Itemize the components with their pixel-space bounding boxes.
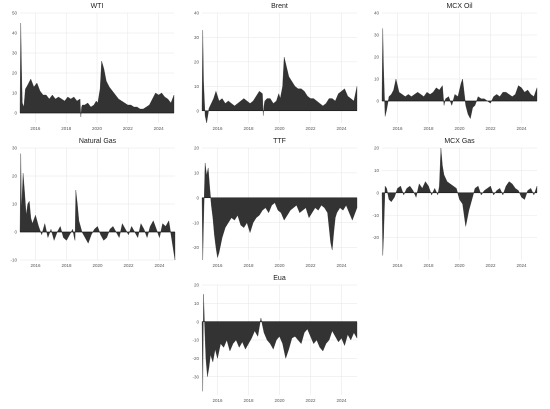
- x-tick-label: 2018: [423, 263, 434, 268]
- x-tick-label: 2018: [243, 398, 254, 403]
- x-tick-label: 2016: [30, 126, 41, 131]
- y-tick-label: 10: [12, 91, 18, 96]
- x-tick-label: 2020: [274, 263, 285, 268]
- area-series: [201, 294, 358, 392]
- x-tick-label: 2020: [92, 263, 103, 268]
- x-tick-label: 2018: [243, 126, 254, 131]
- x-tick-label: 2016: [212, 398, 223, 403]
- y-tick-label: 10: [194, 170, 200, 175]
- y-tick-label: 10: [374, 77, 380, 82]
- x-tick-label: 2016: [212, 126, 223, 131]
- x-tick-label: 2022: [485, 263, 496, 268]
- y-tick-label: 0: [14, 230, 17, 235]
- x-tick-label: 2018: [423, 126, 434, 131]
- y-tick-label: 0: [196, 319, 199, 324]
- chart-title: MCX Gas: [444, 138, 475, 145]
- x-tick-label: 2022: [305, 263, 316, 268]
- y-tick-label: 20: [194, 283, 200, 288]
- y-tick-label: 20: [194, 59, 200, 64]
- chart-panel: Brent 0 10 20 30 40 2016 2018 2020 2022 2024: [194, 3, 358, 131]
- y-tick-label: 0: [14, 111, 17, 116]
- y-tick-label: 30: [12, 51, 18, 56]
- y-tick-label: 20: [374, 146, 380, 151]
- chart-title: TTF: [273, 138, 286, 145]
- chart-panel: Eua -30 -20 -10 0 10 20 2016 2018 2020 2022 2024: [192, 275, 358, 403]
- area-series: [19, 22, 175, 118]
- y-tick-label: 0: [196, 108, 199, 113]
- x-tick-label: 2022: [305, 398, 316, 403]
- x-tick-label: 2022: [485, 126, 496, 131]
- y-tick-label: 20: [374, 55, 380, 60]
- x-tick-label: 2018: [61, 126, 72, 131]
- x-tick-label: 2024: [336, 398, 347, 403]
- y-tick-label: 40: [374, 11, 380, 16]
- y-tick-label: 0: [196, 195, 199, 200]
- y-tick-label: 30: [12, 146, 18, 151]
- x-tick-label: 2022: [123, 263, 134, 268]
- y-tick-label: -10: [372, 213, 379, 218]
- y-tick-label: 40: [12, 31, 18, 36]
- x-tick-label: 2024: [516, 263, 527, 268]
- chart-panel: Natural Gas -10 0 10 20 30 2016 2018 2020 2022 202…: [10, 138, 176, 268]
- y-tick-label: 0: [376, 99, 379, 104]
- y-tick-label: 10: [194, 84, 200, 89]
- area-series: [201, 30, 358, 124]
- x-tick-label: 2016: [392, 263, 403, 268]
- y-tick-label: 30: [374, 33, 380, 38]
- x-tick-label: 2024: [154, 263, 165, 268]
- area-series: [19, 153, 176, 261]
- x-tick-label: 2022: [123, 126, 134, 131]
- y-tick-label: 40: [194, 11, 200, 16]
- y-tick-label: 10: [374, 168, 380, 173]
- y-tick-label: 20: [12, 174, 18, 179]
- chart-panel: TTF -20 -10 0 10 20 2016 2018 2020 2022 2024: [192, 138, 358, 268]
- y-tick-label: 10: [12, 202, 18, 207]
- chart-title: Brent: [271, 3, 288, 10]
- chart-panel: MCX Gas -20 -10 0 10 20 2016 2018 2020 2022 2024: [372, 138, 538, 268]
- y-tick-label: 20: [12, 71, 18, 76]
- y-tick-label: -30: [192, 374, 199, 379]
- area-series: [381, 147, 538, 256]
- y-tick-label: -10: [192, 220, 199, 225]
- y-tick-label: 30: [194, 35, 200, 40]
- y-tick-label: -20: [192, 356, 199, 361]
- y-tick-label: -20: [372, 235, 379, 240]
- y-tick-label: 20: [194, 146, 200, 151]
- chart-panel: WTI 0 10 20 30 40 50 2016 2018 2020 2022 2024: [12, 3, 175, 131]
- x-tick-label: 2020: [454, 126, 465, 131]
- chart-title: Natural Gas: [79, 138, 117, 145]
- chart-title: MCX Oil: [446, 3, 473, 10]
- chart-title: Eua: [273, 275, 286, 282]
- x-tick-label: 2020: [274, 398, 285, 403]
- x-tick-label: 2024: [336, 263, 347, 268]
- x-tick-label: 2022: [305, 126, 316, 131]
- chart-panel: MCX Oil 0 10 20 30 40 2016 2018 2020 2022 2024: [374, 3, 538, 131]
- x-tick-label: 2016: [30, 263, 41, 268]
- x-tick-label: 2016: [392, 126, 403, 131]
- y-tick-label: -10: [192, 338, 199, 343]
- x-tick-label: 2024: [336, 126, 347, 131]
- area-series: [381, 28, 538, 120]
- y-tick-label: -20: [192, 245, 199, 250]
- area-series: [201, 162, 358, 261]
- y-tick-label: 10: [194, 301, 200, 306]
- x-tick-label: 2018: [243, 263, 254, 268]
- y-tick-label: -10: [10, 258, 17, 263]
- y-tick-label: 0: [376, 190, 379, 195]
- x-tick-label: 2020: [454, 263, 465, 268]
- x-tick-label: 2020: [274, 126, 285, 131]
- x-tick-label: 2016: [212, 263, 223, 268]
- x-tick-label: 2020: [92, 126, 103, 131]
- x-tick-label: 2024: [154, 126, 165, 131]
- x-tick-label: 2024: [516, 126, 527, 131]
- y-tick-label: 50: [12, 11, 18, 16]
- chart-title: WTI: [91, 3, 104, 10]
- x-tick-label: 2018: [61, 263, 72, 268]
